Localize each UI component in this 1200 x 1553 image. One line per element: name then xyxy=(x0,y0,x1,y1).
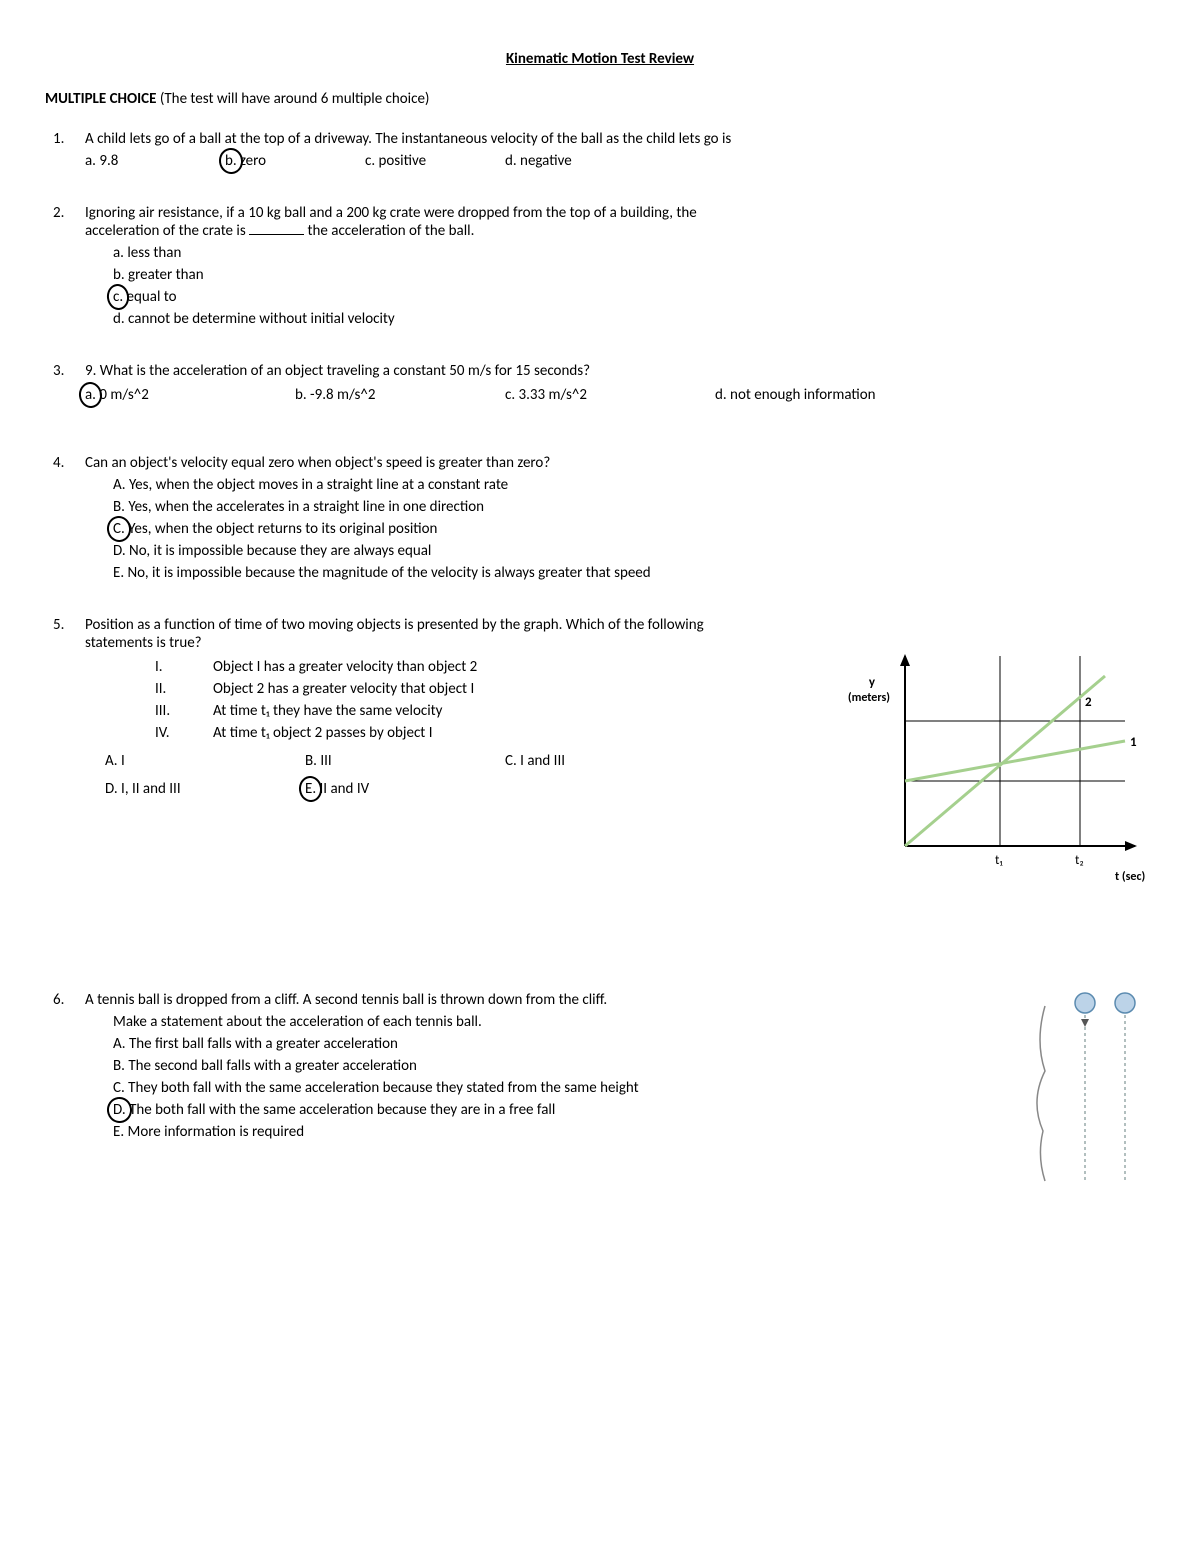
q5-stmt-3: At time t₁ they have the same velocity xyxy=(213,702,442,720)
q3-opt-b: b. -9.8 m/s^2 xyxy=(295,386,495,404)
q5-stmt-1: Object I has a greater velocity than obj… xyxy=(213,658,477,676)
q4-text: Can an object's velocity equal zero when… xyxy=(85,454,1155,472)
page-title: Kinematic Motion Test Review xyxy=(45,50,1155,68)
question-2: Ignoring air resistance, if a 10 kg ball… xyxy=(85,204,1155,328)
q5-opt-e-tail: II and IV xyxy=(320,780,370,798)
q4-opt-b: B. Yes, when the accelerates in a straig… xyxy=(113,498,1155,516)
q4-opt-e: E. No, it is impossible because the magn… xyxy=(113,564,1155,582)
q5-opt-b: B. III xyxy=(305,752,505,770)
q6-opt-c: C. They both fall with the same accelera… xyxy=(113,1079,995,1097)
question-5: Position as a function of time of two mo… xyxy=(85,616,1155,901)
t2-label: t₂ xyxy=(1075,853,1084,868)
section-label: MULTIPLE CHOICE xyxy=(45,90,156,108)
roman-iii: III. xyxy=(155,702,187,720)
q2-pre: acceleration of the crate is xyxy=(85,222,249,240)
q5-text1: Position as a function of time of two mo… xyxy=(85,616,1155,634)
q6-circled-d: D. xyxy=(113,1101,126,1119)
q6-opt-b: B. The second ball falls with a greater … xyxy=(113,1057,995,1075)
roman-i: I. xyxy=(155,658,187,676)
q3-opt-d: d. not enough information xyxy=(715,386,876,404)
q1-opt-c: c. positive xyxy=(365,152,495,170)
q4-opt-c-tail: Yes, when the object returns to its orig… xyxy=(128,520,437,538)
q6-opt-a: A. The first ball falls with a greater a… xyxy=(113,1035,995,1053)
q4-opt-c: C. Yes, when the object returns to its o… xyxy=(113,520,1155,538)
q2-opt-c: c. equal to xyxy=(113,288,1155,306)
q5-opt-c: C. I and III xyxy=(505,752,705,770)
question-1: A child lets go of a ball at the top of … xyxy=(85,130,1155,170)
q1-text: A child lets go of a ball at the top of … xyxy=(85,130,1155,148)
series-2-label: 2 xyxy=(1085,695,1092,710)
q5-opt-a: A. I xyxy=(105,752,305,770)
q2-opt-a: a. less than xyxy=(113,244,1155,262)
q2-line2: acceleration of the crate is the acceler… xyxy=(85,222,1155,240)
q6-line2: Make a statement about the acceleration … xyxy=(113,1013,995,1031)
roman-iv: IV. xyxy=(155,724,187,742)
q1-circled-b: b. xyxy=(225,152,237,170)
t1-label: t₁ xyxy=(995,853,1003,868)
q6-opt-d-tail: The both fall with the same acceleration… xyxy=(129,1101,555,1119)
q3-text: 9. What is the acceleration of an object… xyxy=(85,362,1155,380)
position-time-graph: 1 2 t₁ t₂ t (sec) y (meters) xyxy=(835,646,1155,901)
q2-opt-d: d. cannot be determine without initial v… xyxy=(113,310,1155,328)
section-header: MULTIPLE CHOICE (The test will have arou… xyxy=(45,90,1155,108)
q3-opt-a: a. 0 m/s^2 xyxy=(85,386,285,404)
q1-opt-b: b. zero xyxy=(225,152,355,170)
ylabel-2: (meters) xyxy=(848,691,890,705)
q2-opt-b: b. greater than xyxy=(113,266,1155,284)
q2-line1: Ignoring air resistance, if a 10 kg ball… xyxy=(85,204,1155,222)
section-note: (The test will have around 6 multiple ch… xyxy=(160,90,430,108)
series-1-label: 1 xyxy=(1130,735,1137,750)
q5-opt-d: D. I, II and III xyxy=(105,780,305,798)
q4-opt-a: A. Yes, when the object moves in a strai… xyxy=(113,476,1155,494)
question-3: 9. What is the acceleration of an object… xyxy=(85,362,1155,404)
q3-opt-a-tail: 0 m/s^2 xyxy=(99,386,148,404)
q2-circled-c: c. xyxy=(113,288,123,306)
xlabel: t (sec) xyxy=(1115,870,1145,884)
q4-circled-c: C. xyxy=(113,520,125,538)
q5-opt-e: E. II and IV xyxy=(305,780,505,798)
question-4: Can an object's velocity equal zero when… xyxy=(85,454,1155,582)
q2-post: the acceleration of the ball. xyxy=(304,222,474,240)
blank-line xyxy=(249,234,304,235)
q6-opt-e: E. More information is required xyxy=(113,1123,995,1141)
roman-ii: II. xyxy=(155,680,187,698)
q5-circled-e: E. xyxy=(305,780,316,798)
cliff-diagram xyxy=(1015,991,1155,1196)
q6-opt-d: D. The both fall with the same accelerat… xyxy=(113,1101,995,1119)
q1-opt-b-tail: zero xyxy=(240,152,266,170)
q5-stmt-4: At time t₁ object 2 passes by object I xyxy=(213,724,433,742)
ylabel-1: y xyxy=(869,675,876,690)
q1-opt-a: a. 9.8 xyxy=(85,152,215,170)
q1-opt-d: d. negative xyxy=(505,152,572,170)
q6-line1: A tennis ball is dropped from a cliff. A… xyxy=(85,991,995,1009)
question-6: A tennis ball is dropped from a cliff. A… xyxy=(85,991,1155,1196)
q3-opt-c: c. 3.33 m/s^2 xyxy=(505,386,705,404)
q5-stmt-2: Object 2 has a greater velocity that obj… xyxy=(213,680,474,698)
q3-circled-a: a. xyxy=(85,386,96,404)
q4-opt-d: D. No, it is impossible because they are… xyxy=(113,542,1155,560)
q2-opt-c-tail: equal to xyxy=(127,288,177,306)
